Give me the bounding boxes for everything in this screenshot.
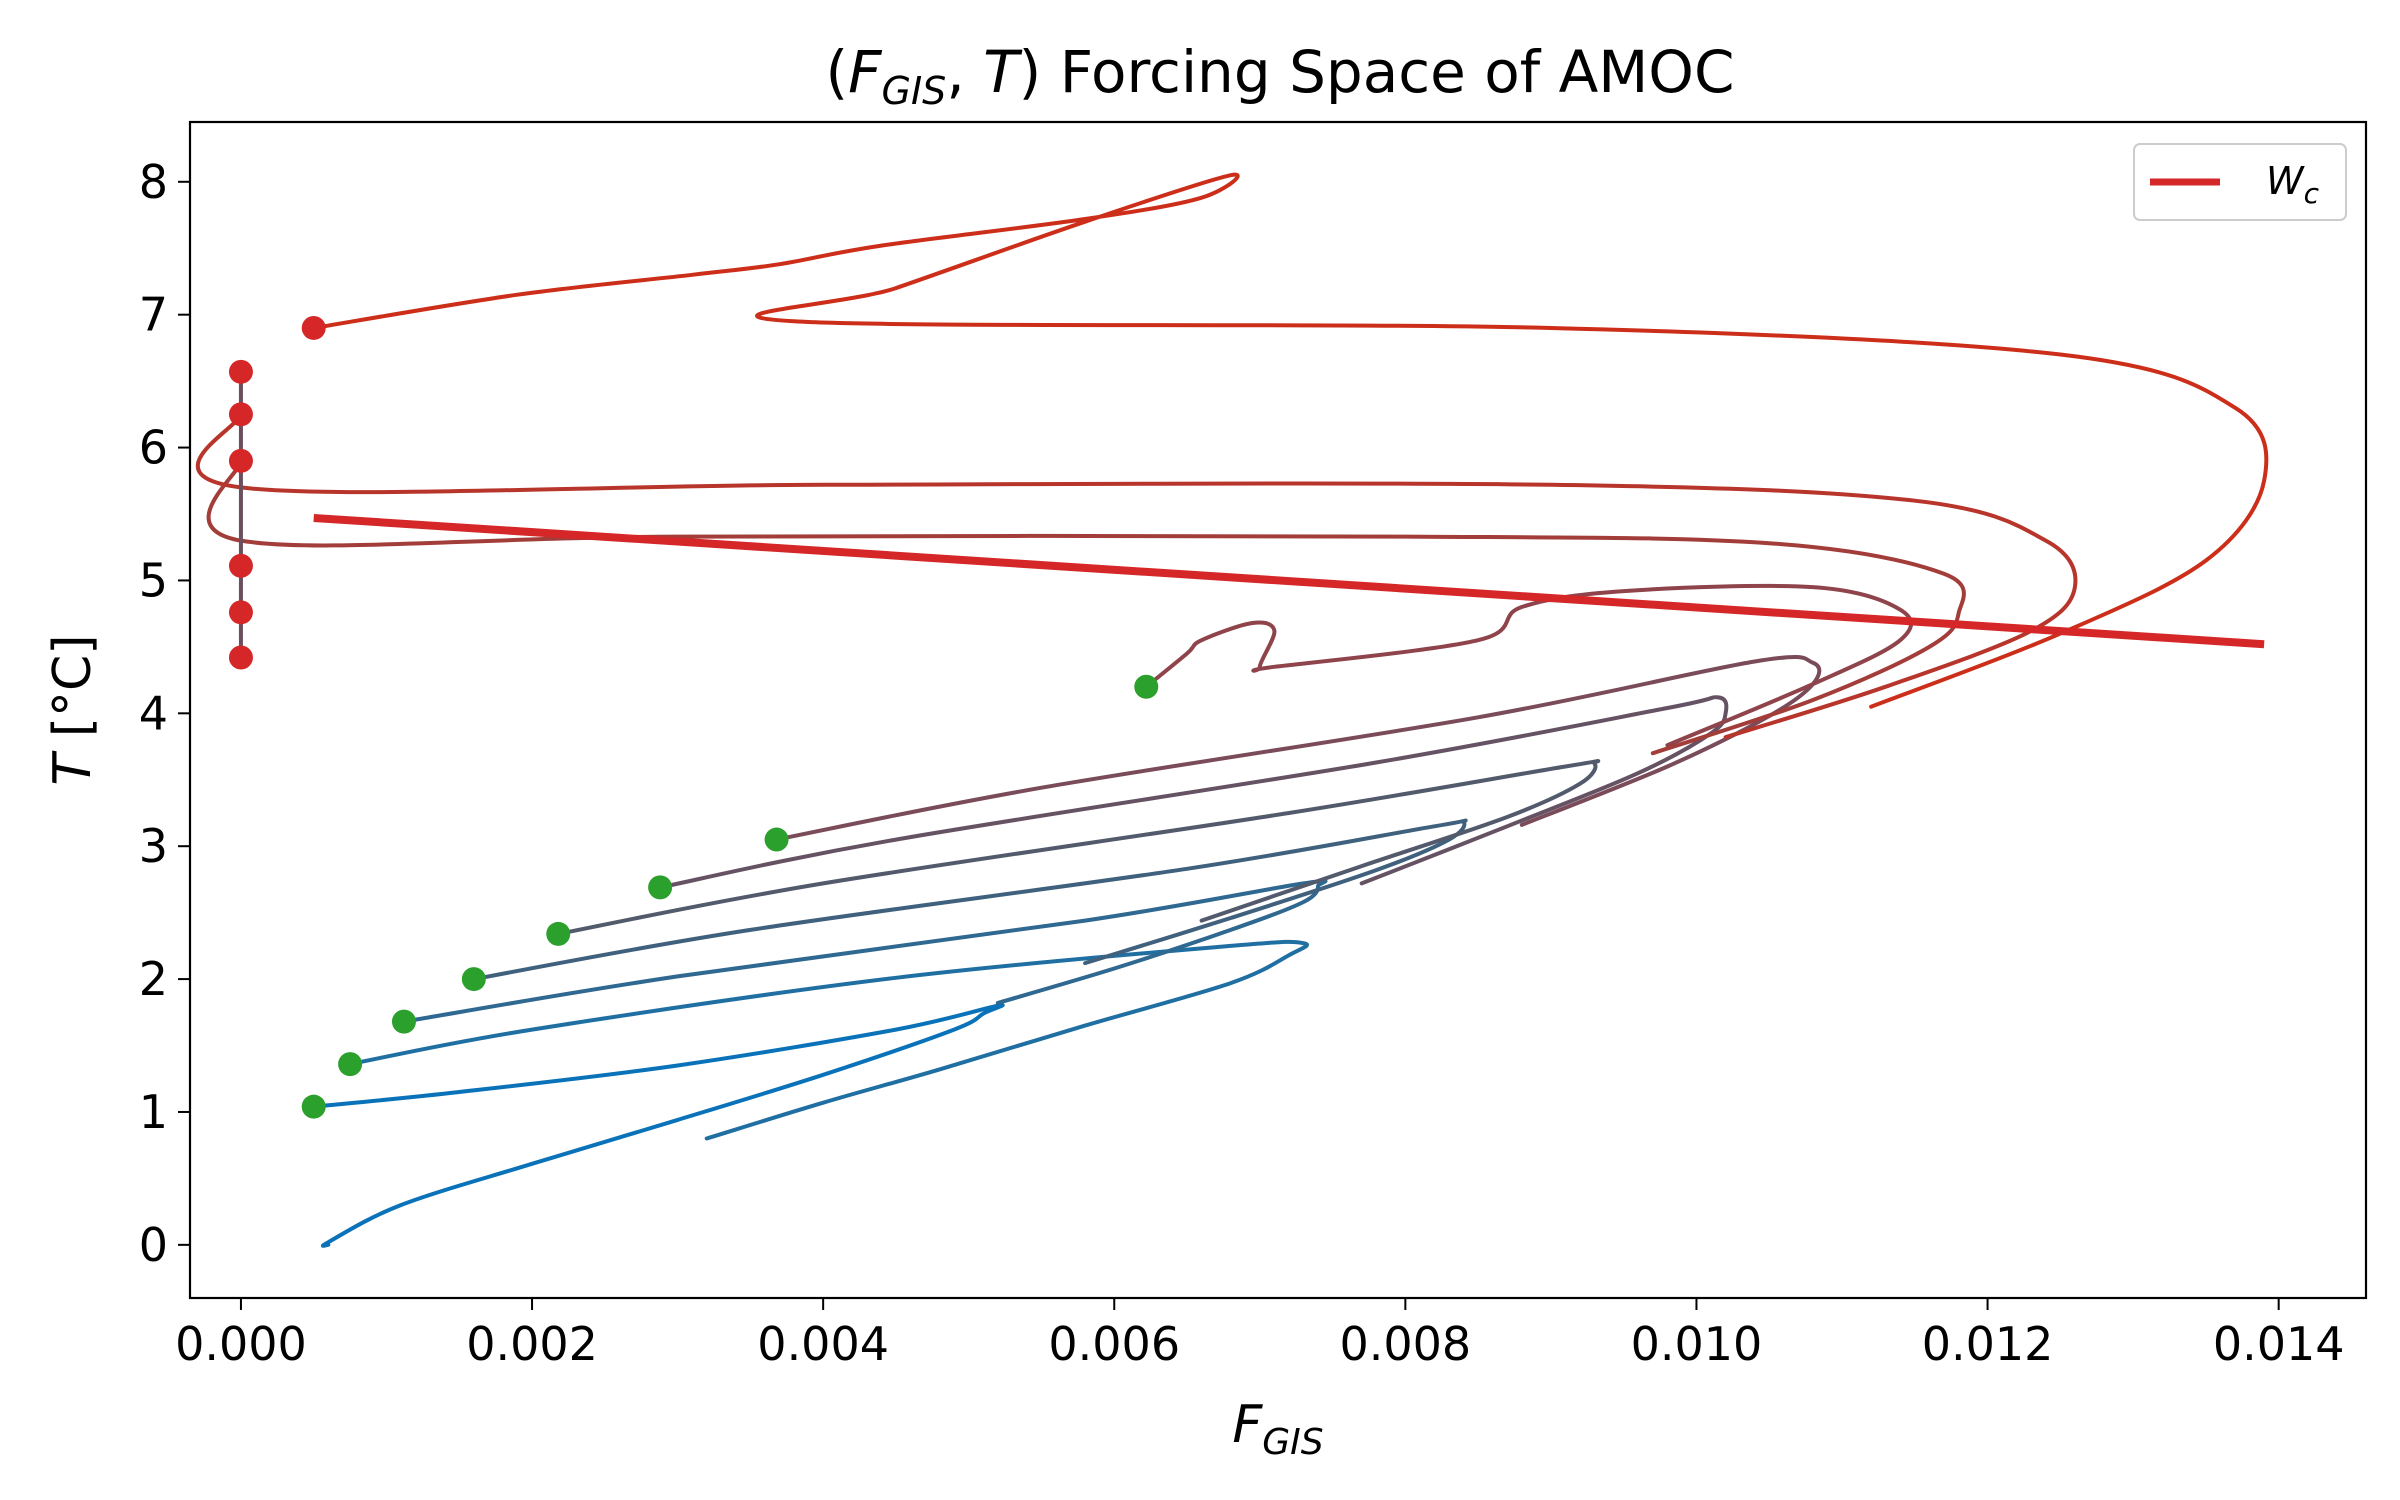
x-tick-label: 0.002: [466, 1317, 598, 1371]
green-start-point: [461, 967, 486, 992]
y-tick-label: 4: [139, 686, 168, 740]
green-start-point: [1134, 674, 1159, 699]
trajectory-line-3: [402, 878, 1328, 1024]
y-tick-label: 3: [139, 819, 168, 873]
x-tick-label: 0.012: [1922, 1317, 2054, 1371]
x-tick-label: 0.014: [2213, 1317, 2345, 1371]
legend-label-wc: Wc: [2266, 159, 2320, 210]
y-tick-label: 5: [139, 553, 168, 607]
legend-box: [2133, 143, 2347, 221]
green-start-point: [301, 1094, 326, 1119]
x-tick-label: 0.004: [757, 1317, 889, 1371]
red-start-point: [228, 553, 253, 578]
y-tick-label: 6: [139, 421, 168, 475]
trajectory-line-2: [348, 939, 1310, 1141]
y-tick-label: 1: [139, 1085, 168, 1139]
green-start-point: [338, 1052, 363, 1077]
y-tick-label: 2: [139, 952, 168, 1006]
trajectory-line-10: [195, 412, 2078, 740]
x-tick-label: 0.010: [1631, 1317, 1763, 1371]
plot-area: [195, 172, 2269, 1248]
y-axis-ticks: 0 1 2 3 4 5 6 7 8: [139, 155, 190, 1272]
red-start-point: [228, 448, 253, 473]
y-axis-label: T [°C]: [43, 634, 103, 785]
trajectory-line-5: [556, 759, 1601, 936]
red-start-point: [301, 315, 326, 340]
green-start-point: [391, 1009, 416, 1034]
wc-threshold-line: [313, 513, 2265, 649]
trajectory-line-11: [311, 172, 2269, 709]
red-start-point: [228, 645, 253, 670]
trajectory-line-7: [774, 654, 1822, 842]
green-start-point: [546, 921, 571, 946]
chart-title: (FGIS, T) Forcing Space of AMOC: [826, 38, 1735, 113]
x-tick-label: 0.000: [175, 1317, 307, 1371]
x-axis-label: FGIS: [1232, 1395, 1323, 1463]
trajectory-line-9: [206, 458, 1966, 756]
axes-frame: [188, 120, 2368, 1300]
y-tick-label: 8: [139, 155, 168, 209]
trajectory-line-4: [471, 818, 1468, 982]
red-start-point: [228, 402, 253, 427]
x-axis-ticks: 0.000 0.002 0.004 0.006 0.008 0.010 0.012 0.014: [175, 1298, 2345, 1371]
trajectory-line-1: [311, 1003, 1005, 1248]
x-tick-label: 0.006: [1048, 1317, 1180, 1371]
red-start-point: [228, 600, 253, 625]
green-start-point: [648, 875, 673, 900]
y-tick-label: 7: [139, 288, 168, 342]
y-tick-label: 0: [139, 1218, 168, 1272]
green-start-point: [764, 827, 789, 852]
trajectory-line-6: [658, 695, 1729, 890]
legend: Wc: [2133, 143, 2347, 221]
red-start-point: [228, 359, 253, 384]
trajectory-line-8: [1144, 583, 1914, 748]
x-tick-label: 0.008: [1340, 1317, 1472, 1371]
